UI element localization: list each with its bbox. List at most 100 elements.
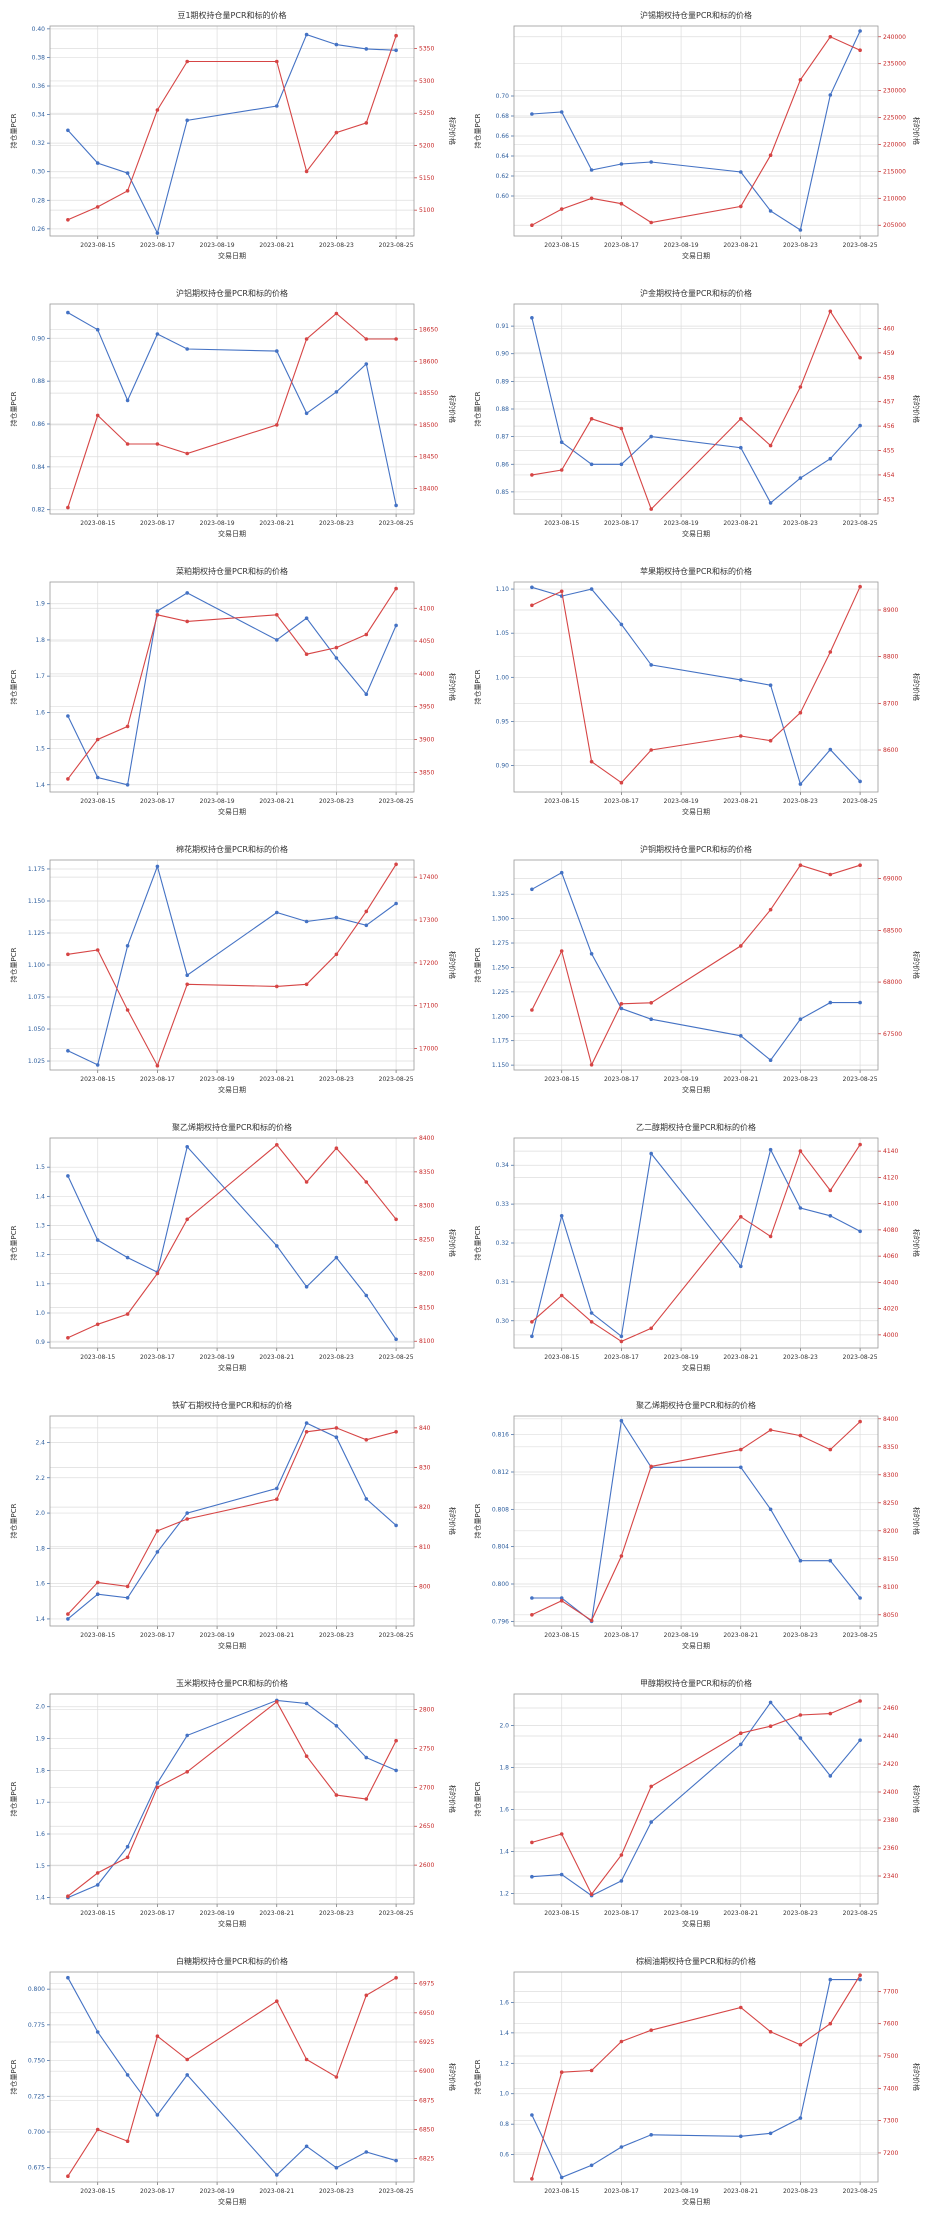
y-left-tick-label: 1.1 xyxy=(35,1281,45,1288)
y-right-tick-label: 6825 xyxy=(419,2156,434,2163)
y-left-tick-label: 0.88 xyxy=(32,378,46,385)
pcr-data-point xyxy=(589,587,594,591)
y-right-tick-label: 17200 xyxy=(419,960,438,967)
y-left-tick-label: 0.675 xyxy=(28,2165,45,2172)
y-right-tick-label: 7700 xyxy=(883,1988,898,1995)
pcr-data-point xyxy=(304,411,309,416)
price-data-point xyxy=(798,2042,803,2047)
y-left-axis-label: 持仓量PCR xyxy=(473,947,482,982)
pcr-data-point xyxy=(394,503,398,508)
x-tick-label: 2023-08-15 xyxy=(80,1354,115,1361)
x-tick-label: 2023-08-25 xyxy=(379,242,414,249)
y-right-tick-label: 240000 xyxy=(883,34,906,41)
y-left-tick-label: 1.100 xyxy=(28,962,45,969)
y-left-tick-label: 0.64 xyxy=(496,153,510,160)
pcr-data-point xyxy=(334,390,339,394)
y-left-tick-label: 1.8 xyxy=(35,1767,45,1774)
price-data-point xyxy=(559,468,564,472)
price-data-point xyxy=(334,1146,339,1150)
y-left-tick-label: 1.3 xyxy=(35,1223,45,1230)
y-right-tick-label: 455 xyxy=(883,448,895,455)
x-tick-label: 2023-08-19 xyxy=(200,1632,235,1639)
y-left-tick-label: 1.7 xyxy=(35,1799,45,1806)
pcr-data-point xyxy=(589,952,594,956)
pcr-series-line xyxy=(531,30,861,231)
pcr-data-point xyxy=(394,1337,398,1342)
chart-panel: 2023-08-15 2023-08-17 2023-08-19 2023-08-21… xyxy=(464,278,928,556)
y-right-tick-label: 210000 xyxy=(883,195,906,202)
y-left-tick-label: 0.38 xyxy=(32,54,46,61)
y-right-tick-label: 3900 xyxy=(419,737,434,744)
y-right-tick-label: 235000 xyxy=(883,61,906,68)
chart-panel: 2023-08-15 2023-08-17 2023-08-19 2023-08-21… xyxy=(0,278,464,556)
pcr-data-point xyxy=(394,623,398,628)
y-right-tick-label: 454 xyxy=(883,472,895,479)
plot-frame xyxy=(513,859,879,1071)
chart-title: 豆1期权持仓量PCR和标的价格 xyxy=(177,10,286,20)
chart-title: 沪铝期权持仓量PCR和标的价格 xyxy=(176,288,288,298)
pcr-data-point xyxy=(364,2150,369,2154)
pcr-data-point xyxy=(364,1497,369,1501)
price-data-point xyxy=(95,1322,100,1327)
pcr-data-point xyxy=(530,2113,534,2117)
y-right-tick-label: 4080 xyxy=(883,1227,898,1234)
x-tick-label: 2023-08-17 xyxy=(140,242,175,249)
pcr-data-point xyxy=(155,1781,160,1785)
y-right-tick-label: 4040 xyxy=(883,1279,898,1286)
pcr-data-point xyxy=(185,1145,189,1149)
price-series-line xyxy=(531,1144,861,1343)
y-right-tick-label: 2380 xyxy=(883,1817,898,1824)
y-right-tick-label: 830 xyxy=(419,1465,431,1472)
price-data-point xyxy=(559,2070,564,2074)
y-left-axis-label: 持仓量PCR xyxy=(473,669,482,704)
y-left-axis-label: 持仓量PCR xyxy=(9,1225,18,1260)
y-right-tick-label: 2420 xyxy=(883,1761,898,1768)
y-left-tick-label: 0.95 xyxy=(496,718,510,725)
y-right-axis-label: 标的价格 xyxy=(912,1229,921,1257)
y-right-tick-label: 18650 xyxy=(419,326,438,333)
x-tick-label: 2023-08-25 xyxy=(843,520,878,527)
pcr-data-point xyxy=(304,2144,309,2149)
price-data-point xyxy=(125,724,130,729)
chart-svg: 2023-08-15 2023-08-17 2023-08-19 2023-08-21… xyxy=(473,10,921,260)
price-data-point xyxy=(649,507,653,511)
pcr-data-point xyxy=(530,1874,534,1879)
chart-title: 菜粕期权持仓量PCR和标的价格 xyxy=(176,566,288,576)
price-data-point xyxy=(394,1217,398,1222)
x-tick-label: 2023-08-25 xyxy=(379,1632,414,1639)
pcr-data-point xyxy=(185,591,189,595)
price-data-point xyxy=(619,426,624,431)
x-tick-label: 2023-08-21 xyxy=(723,798,758,805)
price-series-line xyxy=(531,586,861,784)
x-tick-label: 2023-08-15 xyxy=(80,520,115,527)
pcr-data-point xyxy=(739,1742,743,1747)
y-right-tick-label: 2340 xyxy=(883,1873,898,1880)
pcr-series-line xyxy=(531,1148,861,1338)
pcr-data-point xyxy=(798,1736,803,1740)
plot-frame xyxy=(49,303,415,515)
price-data-point xyxy=(275,984,279,989)
x-tick-label: 2023-08-25 xyxy=(843,798,878,805)
plot-frame xyxy=(49,581,415,793)
y-right-tick-label: 820 xyxy=(419,1504,431,1511)
pcr-data-point xyxy=(364,1293,369,1298)
x-tick-label: 2023-08-23 xyxy=(783,1910,818,1917)
pcr-series-line xyxy=(67,1145,397,1340)
y-left-tick-label: 1.6 xyxy=(35,1581,45,1588)
y-left-tick-label: 0.808 xyxy=(492,1506,509,1513)
x-tick-label: 2023-08-19 xyxy=(200,1910,235,1917)
y-right-tick-label: 7300 xyxy=(883,2118,898,2125)
pcr-data-point xyxy=(155,332,160,336)
pcr-series-line xyxy=(67,1977,397,2176)
pcr-data-point xyxy=(185,118,189,123)
y-left-tick-label: 0.68 xyxy=(496,113,510,120)
y-right-tick-label: 5350 xyxy=(419,46,434,53)
x-tick-label: 2023-08-15 xyxy=(544,1910,579,1917)
price-data-point xyxy=(304,337,309,341)
price-data-point xyxy=(739,734,743,738)
price-data-point xyxy=(125,2139,130,2143)
price-data-point xyxy=(304,982,309,987)
pcr-data-point xyxy=(66,1049,70,1053)
pcr-data-point xyxy=(858,1738,862,1742)
pcr-data-point xyxy=(185,2073,189,2077)
